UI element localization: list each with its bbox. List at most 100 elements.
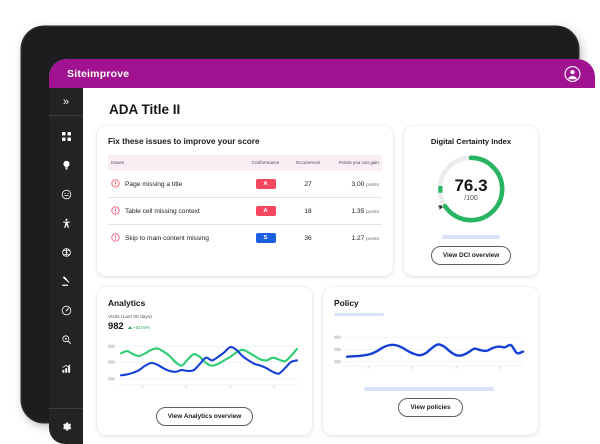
issues-table-body: Page missing a title A 27 3.00 points [108,171,382,251]
brand-logo: Siteimprove [67,67,130,80]
sidebar-item-dashboard[interactable] [53,123,79,149]
analytics-delta-label: +52.04% [133,324,150,330]
analytics-stat: 982 +52.04% [108,319,301,331]
gauge-center-readout: 76.3 /100 [433,151,509,227]
points-value: 1.35 [351,207,365,215]
table-row[interactable]: Skip to main content missing S 36 1.27 p… [108,225,382,252]
smiley-circle-icon [61,189,72,200]
dci-score-max: /100 [464,194,478,202]
screen: Siteimprove » [49,59,595,444]
dci-score-value: 76.3 [454,175,488,195]
points-unit: points [366,236,379,242]
chevron-double-right-icon: » [62,95,70,108]
status-badge: S [255,233,276,244]
dci-title: Digital Certainty Index [430,137,512,146]
user-circle-icon[interactable] [564,65,581,82]
column-header-issues: Issues [108,155,243,172]
analytics-button-wrap: View Analytics overview [108,406,301,426]
top-brand-bar: Siteimprove [49,59,595,88]
alert-circle-icon [111,233,120,244]
issue-name-cell: Skip to main content missing [108,225,242,252]
table-row[interactable]: Table cell missing context A 18 1.35 poi… [108,197,382,226]
sidebar-item-ai[interactable] [53,239,79,265]
table-row[interactable]: Page missing a title A 27 3.00 points [108,171,382,199]
dci-card: Digital Certainty Index 76.3 /100 [404,126,538,276]
brain-icon [61,247,72,258]
policy-button-wrap: View policies [334,397,527,417]
top-row: Fix these issues to improve your score I… [97,126,581,276]
analytics-plot [108,337,301,400]
page-title: ADA Title II [109,102,181,117]
occurrences-cell: 36 [304,234,312,242]
alert-circle-icon [111,206,120,217]
speedometer-icon [61,305,72,316]
dci-gauge: 76.3 /100 [433,151,509,227]
accessibility-person-icon [61,218,72,229]
sidebar-item-analytics[interactable] [53,355,79,381]
conformance-cell: S [242,225,289,252]
gavel-icon [61,275,72,287]
view-analytics-overview-button[interactable]: View Analytics overview [155,406,254,426]
alert-circle-icon [111,179,120,190]
series-line-blue-series [119,345,299,377]
analytics-chart-svg [108,344,299,388]
issues-table-head: Issues Conformance Occurences Points you… [108,155,382,172]
series-line-green-series [119,347,299,367]
points-value: 1.27 [351,234,365,242]
analytics-metric-label: Visits (Last 30 days) [108,314,152,320]
sidebar-rail: » [49,88,83,444]
sidebar-item-settings[interactable] [49,408,83,444]
sidebar-item-experience[interactable] [53,181,79,207]
sidebar-expand-toggle[interactable]: » [49,88,83,116]
issue-name-cell: Table cell missing context [108,197,243,226]
issues-table: Issues Conformance Occurences Points you… [108,155,382,251]
issue-label: Skip to main content missing [125,234,209,242]
column-header-conformance: Conformance [242,155,289,172]
status-badge: A [255,206,276,217]
triangle-up-icon [127,325,132,329]
analytics-title: Analytics [108,297,146,308]
points-value: 3.00 [351,180,365,188]
issues-heading: Fix these issues to improve your score [108,137,260,146]
gauge-svg [437,155,505,223]
bar-chart-icon [61,363,72,374]
points-unit: points [366,182,379,188]
points-cell: 1.35 points [327,197,382,226]
issue-name-cell: Page missing a title [108,171,243,199]
occurrences-cell: 27 [288,171,328,199]
policy-title: Policy [334,297,359,308]
policy-plot [334,326,527,381]
analytics-value: 982 [108,319,124,331]
issue-label: Page missing a title [125,180,183,188]
issue-label: Table cell missing context [125,207,200,215]
view-dci-overview-button[interactable]: View DCI overview [430,245,512,265]
sidebar-item-seo[interactable] [53,326,79,352]
gear-icon [61,421,72,432]
view-policies-button[interactable]: View policies [398,397,463,417]
sidebar-item-performance[interactable] [53,297,79,323]
points-unit: points [366,209,379,215]
policy-card: Policy View policies [323,286,538,435]
sidebar-item-policy[interactable] [53,268,79,294]
policy-placeholder-bar-bottom [364,387,494,391]
table-header-row: Issues Conformance Occurences Points you… [108,155,382,172]
analytics-card: Analytics Visits (Last 30 days) 982 +52.… [97,286,312,435]
sidebar-item-insights[interactable] [53,152,79,178]
conformance-cell: A [242,171,289,199]
sidebar-item-accessibility[interactable] [53,210,79,236]
target-search-icon [61,334,72,345]
sidebar-icon-list [49,116,83,408]
status-badge: A [255,179,276,190]
issues-card: Fix these issues to improve your score I… [97,126,393,276]
column-header-points: Points you can gain [327,155,382,172]
conformance-cell: A [242,197,289,226]
occurrences-cell: 18 [288,197,328,226]
points-cell: 3.00 points [327,171,382,199]
gauge-marker-icon [438,198,445,216]
device-frame: Siteimprove » [19,24,595,444]
dashboard-grid-icon [61,131,72,142]
dci-placeholder-bar [442,235,500,239]
lightbulb-icon [61,160,72,171]
bottom-row: Analytics Visits (Last 30 days) 982 +52.… [97,286,581,435]
points-cell: 1.27 points [327,225,382,252]
